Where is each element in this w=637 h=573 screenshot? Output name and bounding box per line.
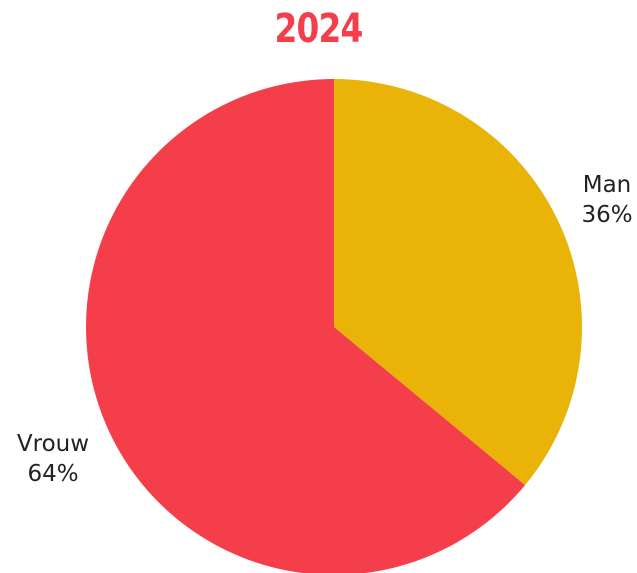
pie-slice-man — [334, 79, 583, 486]
slice-category-man: Man — [583, 172, 632, 198]
slice-value-vrouw: 64% — [27, 461, 78, 487]
pie-slice-vrouw — [86, 79, 526, 573]
slice-label-vrouw: Vrouw 64% — [17, 431, 89, 487]
chart-title: 2024 — [274, 6, 363, 52]
slice-label-man: Man 36% — [581, 172, 632, 228]
slice-value-man: 36% — [581, 202, 632, 228]
slice-category-vrouw: Vrouw — [17, 431, 89, 457]
